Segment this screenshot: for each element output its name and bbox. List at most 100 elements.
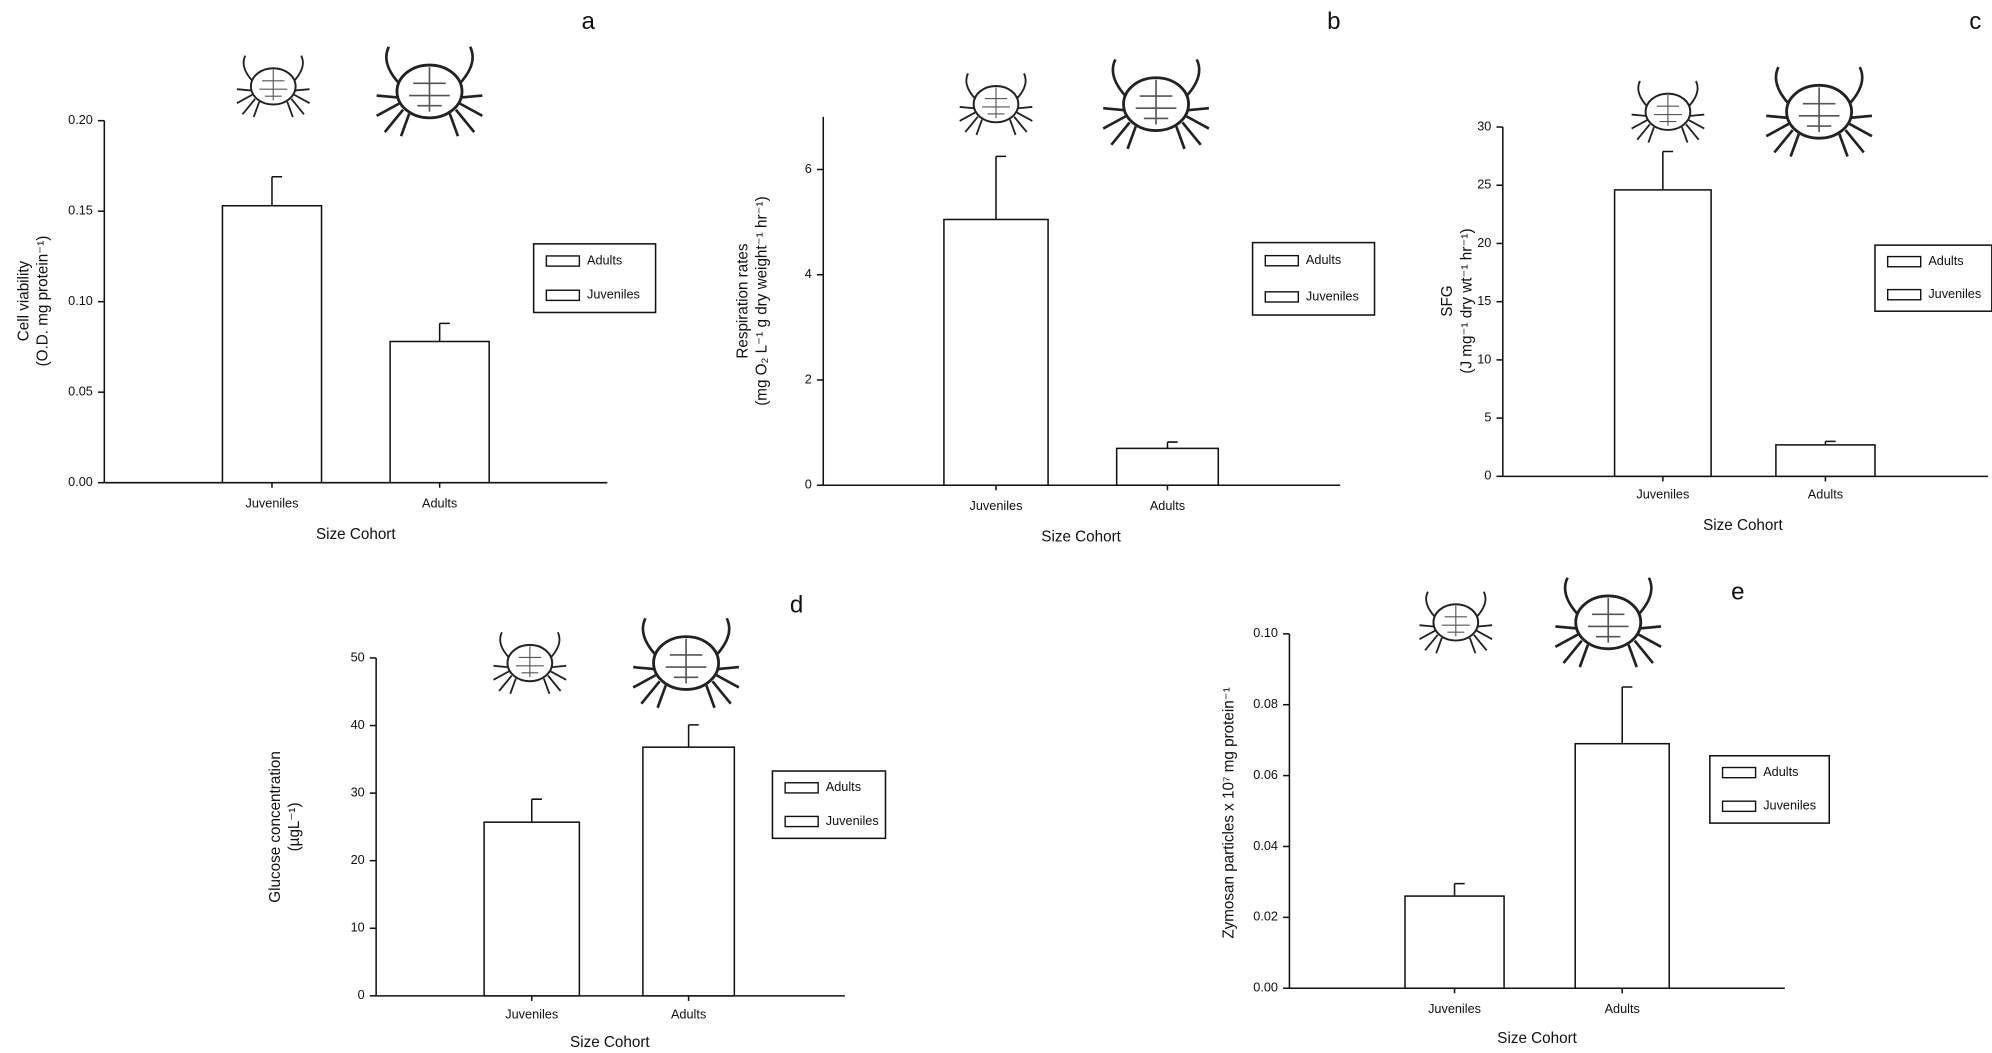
- legend-swatch: [1721, 800, 1757, 813]
- y-tick-label: 15: [1477, 294, 1491, 308]
- bar: [1115, 447, 1220, 486]
- legend-label: Juveniles: [1306, 289, 1359, 303]
- y-tick-label: 30: [351, 785, 365, 799]
- x-tick-label: Juveniles: [1428, 1002, 1481, 1016]
- bar: [943, 218, 1049, 486]
- y-tick-label: 5: [1484, 410, 1491, 424]
- x-tick-label: Adults: [1150, 499, 1185, 513]
- x-axis-label: Size Cohort: [316, 526, 396, 543]
- legend-swatch: [545, 289, 581, 302]
- legend-label: Adults: [587, 253, 622, 267]
- legend-swatch: [1264, 291, 1300, 303]
- bar: [1775, 444, 1876, 478]
- x-axis-label: Size Cohort: [570, 1034, 650, 1051]
- y-tick-label: 0: [805, 478, 812, 492]
- legend-label: Juveniles: [587, 288, 640, 302]
- y-axis-label: Cell viability: [15, 260, 32, 341]
- y-tick-label: 0.00: [1253, 981, 1278, 995]
- legend-swatch: [1886, 288, 1922, 301]
- legend-label: Adults: [826, 780, 861, 794]
- x-axis-label: Size Cohort: [1497, 1030, 1577, 1047]
- error-bar: [438, 322, 450, 342]
- error-bar: [1621, 686, 1633, 744]
- y-axis-label: Zymosan particles x 10⁷ mg protein⁻¹: [1221, 687, 1238, 938]
- x-tick-label: Juveniles: [1636, 488, 1689, 502]
- panel-letter: d: [790, 591, 803, 618]
- y-tick-label: 0.05: [68, 385, 93, 399]
- y-tick-label: 30: [1477, 119, 1491, 133]
- y-tick-label: 25: [1477, 178, 1491, 192]
- bar: [1404, 895, 1505, 989]
- error-bar: [1824, 440, 1836, 445]
- crab-icon: [958, 72, 1034, 136]
- y-tick-label: 0.10: [68, 294, 93, 308]
- legend-label: Adults: [1928, 254, 1963, 268]
- legend-swatch: [1264, 254, 1300, 267]
- y-tick-label: 10: [1477, 352, 1491, 366]
- y-tick-label: 0: [358, 988, 365, 1002]
- crab-icon: [1764, 65, 1874, 158]
- x-tick-label: Adults: [671, 1007, 706, 1021]
- crab-icon: [1418, 590, 1494, 655]
- y-axis-label: SFG: [1439, 285, 1456, 316]
- crab-icon: [492, 631, 568, 695]
- legend-swatch: [1721, 766, 1757, 779]
- error-bar: [687, 724, 699, 748]
- x-axis-label: Size Cohort: [1041, 528, 1121, 545]
- legend-swatch: [784, 815, 819, 828]
- legend-swatch: [784, 782, 819, 794]
- y-tick-label: 10: [351, 921, 365, 935]
- error-bar: [1453, 882, 1465, 897]
- legend-label: Juveniles: [1928, 287, 1981, 301]
- y-tick-label: 2: [805, 372, 812, 386]
- y-axis-label: (mg O₂ L⁻¹ g dry weight⁻¹ hr⁻¹): [753, 196, 770, 406]
- y-tick-label: 0.00: [68, 475, 93, 489]
- crab-icon: [375, 45, 484, 138]
- legend-box: [1251, 241, 1376, 316]
- panel-letter: c: [1969, 8, 1981, 35]
- y-tick-label: 50: [351, 650, 365, 664]
- bar: [389, 340, 490, 484]
- legend-swatch: [545, 255, 581, 267]
- x-tick-label: Adults: [1605, 1002, 1640, 1016]
- x-tick-label: Juveniles: [246, 497, 299, 511]
- y-tick-label: 40: [351, 718, 365, 732]
- error-bar: [995, 155, 1007, 220]
- x-tick-label: Juveniles: [970, 499, 1023, 513]
- crab-icon: [1553, 576, 1663, 669]
- y-tick-label: 0.15: [68, 204, 93, 218]
- bar: [221, 204, 323, 484]
- y-axis-label: Glucose concentration: [267, 751, 284, 903]
- y-tick-label: 0.08: [1253, 697, 1278, 711]
- legend-label: Adults: [1306, 253, 1341, 267]
- x-tick-label: Adults: [1808, 488, 1843, 502]
- x-tick-label: Adults: [422, 497, 457, 511]
- crab-icon: [1101, 58, 1211, 151]
- bar: [483, 821, 581, 997]
- legend-label: Adults: [1763, 765, 1798, 779]
- y-tick-label: 6: [805, 162, 812, 176]
- error-bar: [271, 176, 283, 206]
- y-tick-label: 0.04: [1253, 839, 1278, 853]
- y-tick-label: 0.20: [68, 113, 93, 127]
- panel-letter: e: [1731, 579, 1744, 606]
- y-tick-label: 0.10: [1253, 626, 1278, 640]
- x-tick-label: Juveniles: [505, 1007, 558, 1021]
- y-tick-label: 0.06: [1253, 768, 1278, 782]
- legend-swatch: [1886, 255, 1922, 268]
- panel-letter: b: [1327, 8, 1340, 35]
- y-axis-label: (O.D. mg protein⁻¹): [34, 236, 51, 367]
- y-tick-label: 20: [351, 853, 365, 867]
- legend-label: Juveniles: [1763, 799, 1816, 813]
- panel-letter: a: [582, 8, 596, 35]
- y-tick-label: 20: [1477, 236, 1491, 250]
- crab-icon: [235, 54, 311, 119]
- y-axis-label: (J mg⁻¹ dry wt⁻¹ hr⁻¹): [1458, 228, 1475, 373]
- bar: [1574, 742, 1670, 989]
- legend-label: Juveniles: [826, 814, 879, 828]
- crab-icon: [1630, 80, 1706, 144]
- bar: [1613, 189, 1712, 478]
- y-tick-label: 0: [1484, 469, 1491, 483]
- y-tick-label: 4: [805, 267, 812, 281]
